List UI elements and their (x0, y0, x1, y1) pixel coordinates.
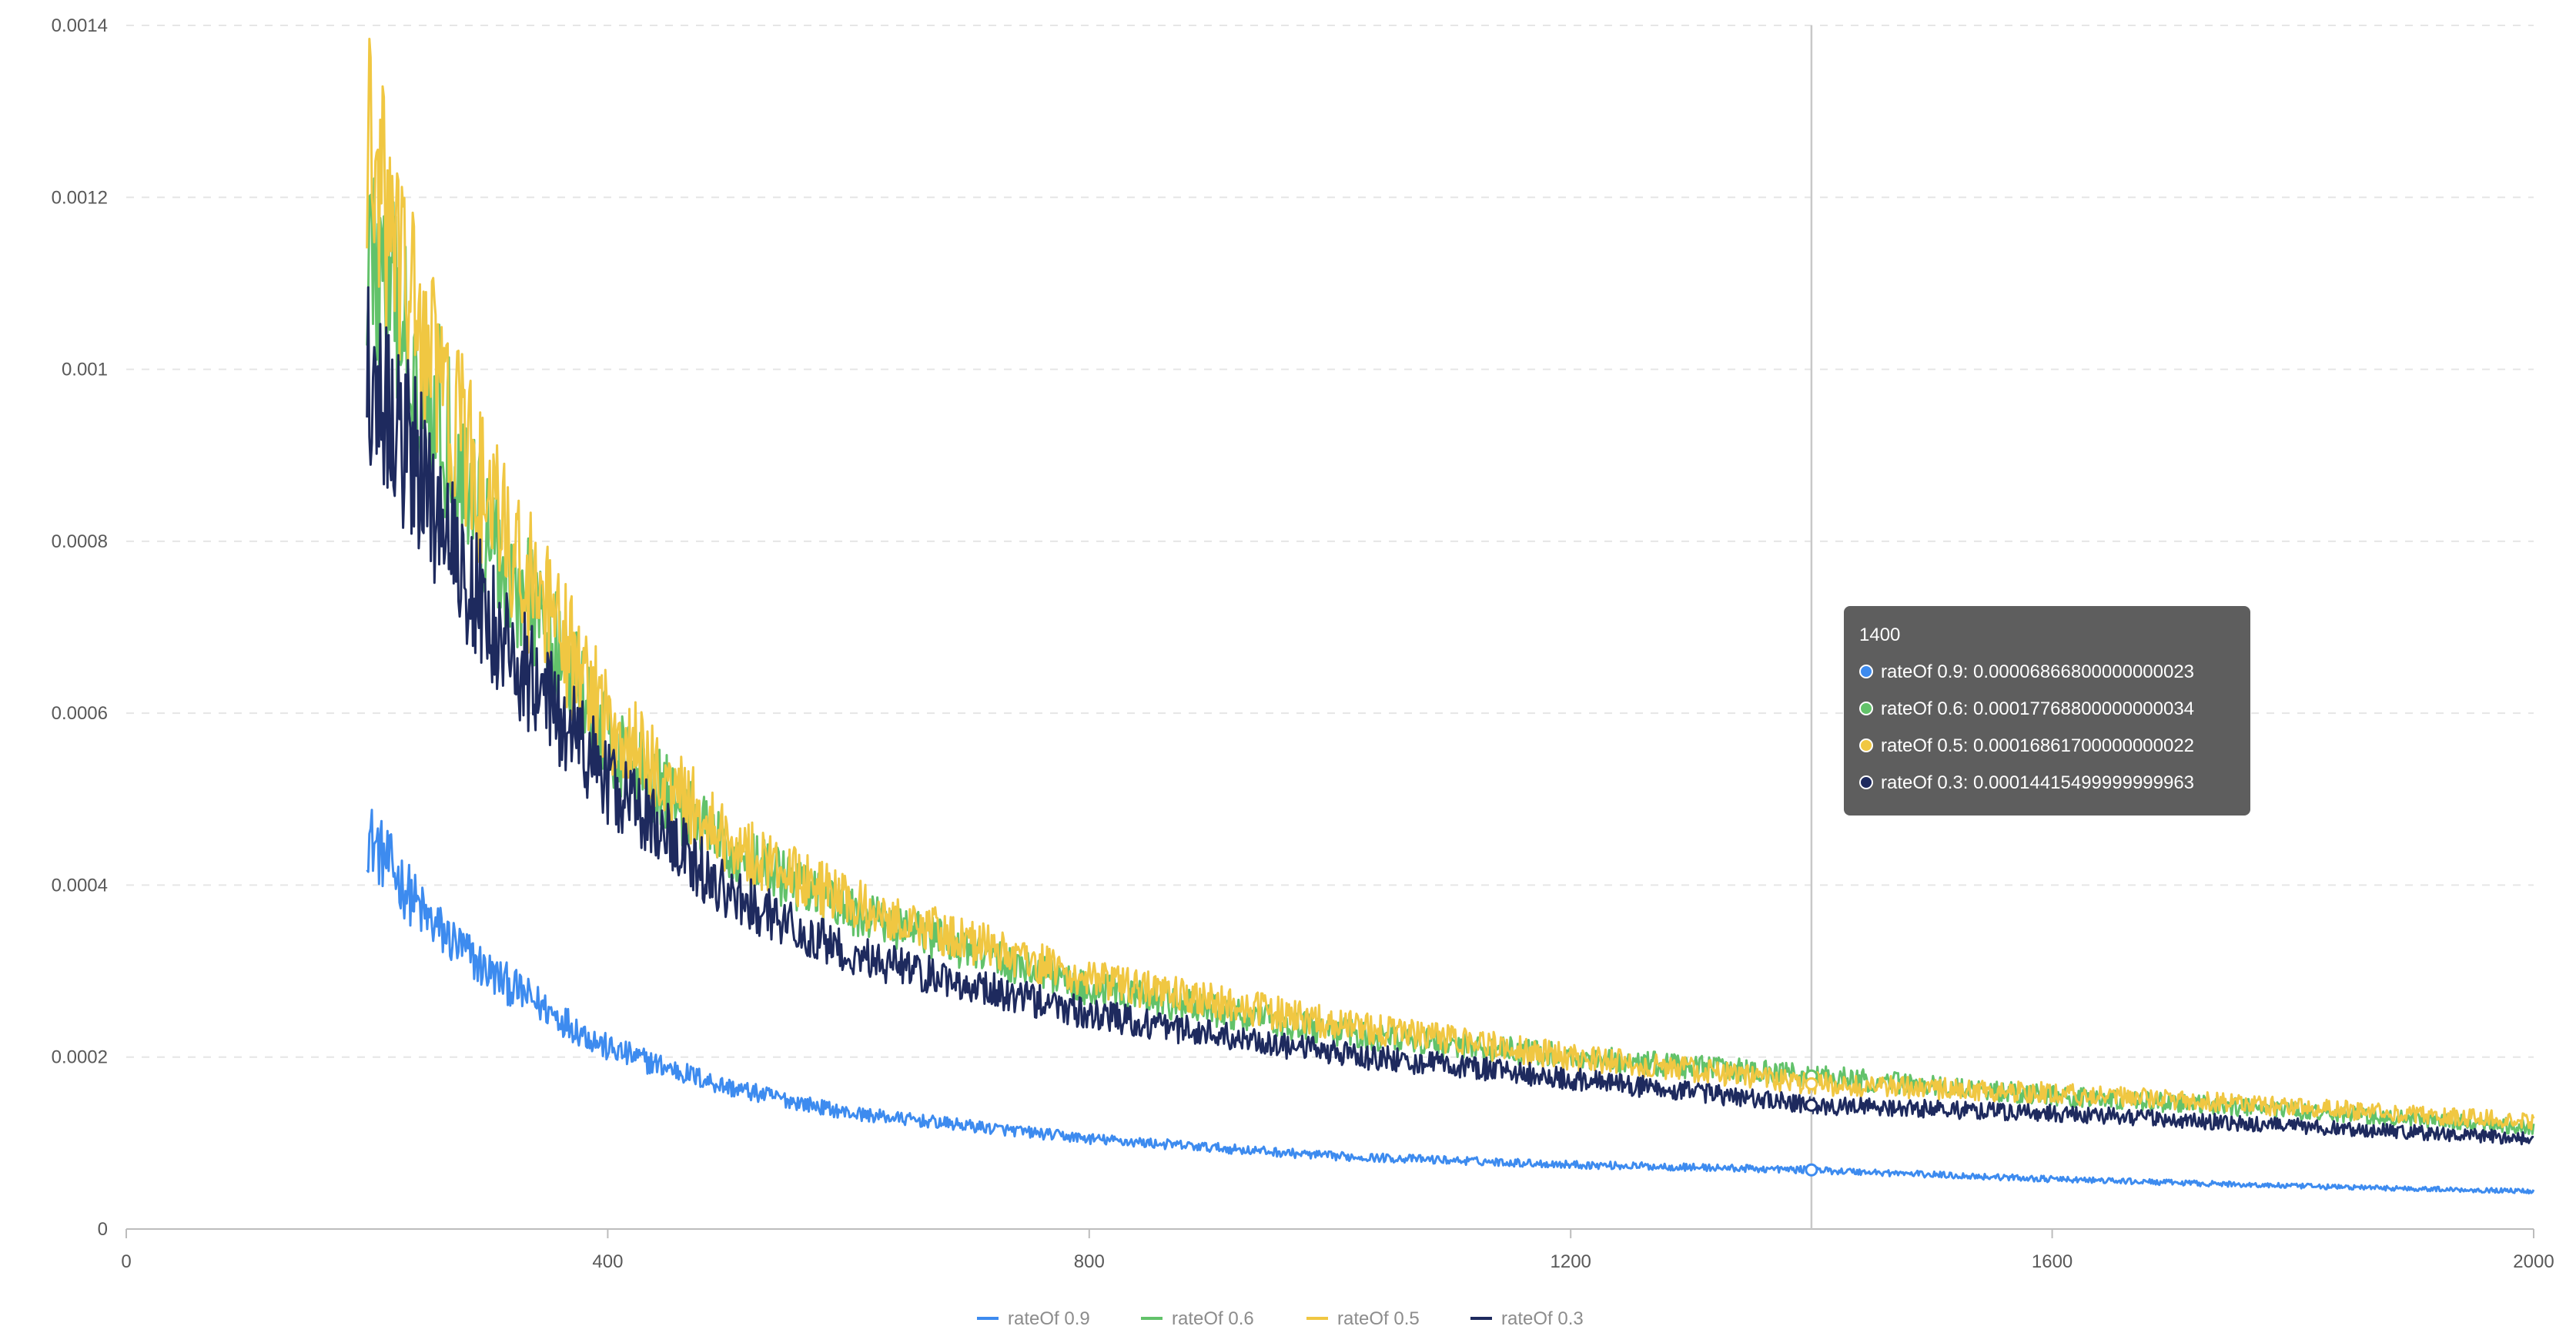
x-tick-label: 800 (1074, 1251, 1105, 1272)
tooltip-marker (1859, 665, 1873, 678)
tooltip: 1400 rateOf 0.9: 0.00006866800000000023 ra… (1844, 606, 2250, 816)
axis-layer: 0 0.0002 0.0004 0.0006 0.0008 0.001 0.0012 0.00… (52, 15, 2554, 1272)
legend-label: rateOf 0.9 (1008, 1308, 1090, 1329)
legend: rateOf 0.9 rateOf 0.6 rateOf 0.5 rateOf 0.3 (977, 1308, 1584, 1329)
crosshair-marker (1805, 1163, 1818, 1177)
tooltip-box (1844, 606, 2250, 816)
series-line-rateOf-09 (366, 809, 2535, 1195)
tooltip-row-label: rateOf 0.6: 0.00017768800000000034 (1881, 698, 2194, 719)
y-tick-label: 0.0002 (52, 1047, 108, 1068)
x-tick-label: 400 (592, 1251, 623, 1272)
y-tick-label: 0.0014 (52, 15, 108, 36)
series-line-rateOf-03 (366, 286, 2534, 1146)
tooltip-row-label: rateOf 0.9: 0.00006866800000000023 (1881, 661, 2194, 682)
tooltip-row-label: rateOf 0.5: 0.00016861700000000022 (1881, 735, 2194, 756)
series-line-rateOf-05 (366, 38, 2535, 1130)
legend-label: rateOf 0.6 (1172, 1308, 1254, 1329)
y-tick-label: 0.0006 (52, 703, 108, 724)
legend-label: rateOf 0.3 (1501, 1308, 1584, 1329)
y-tick-label: 0 (98, 1219, 108, 1240)
tooltip-marker (1859, 738, 1873, 752)
y-tick-label: 0.001 (62, 360, 108, 380)
legend-label: rateOf 0.5 (1337, 1308, 1420, 1329)
x-tick-label: 0 (121, 1251, 131, 1272)
y-tick-label: 0.0012 (52, 187, 108, 208)
crosshair-marker (1805, 1077, 1818, 1090)
tooltip-marker (1859, 775, 1873, 789)
crosshair-marker (1805, 1098, 1818, 1112)
tooltip-title: 1400 (1859, 625, 1900, 645)
x-tick-label: 2000 (2513, 1251, 2554, 1272)
tooltip-marker (1859, 702, 1873, 715)
y-tick-label: 0.0004 (52, 875, 108, 896)
y-tick-label: 0.0008 (52, 531, 108, 552)
crosshair-layer (1805, 25, 1818, 1229)
series-layer (366, 38, 2535, 1195)
x-tick-label: 1200 (1551, 1251, 1591, 1272)
x-tick-label: 1600 (2032, 1251, 2073, 1272)
tooltip-row-label: rateOf 0.3: 0.00014415499999999963 (1881, 772, 2194, 793)
